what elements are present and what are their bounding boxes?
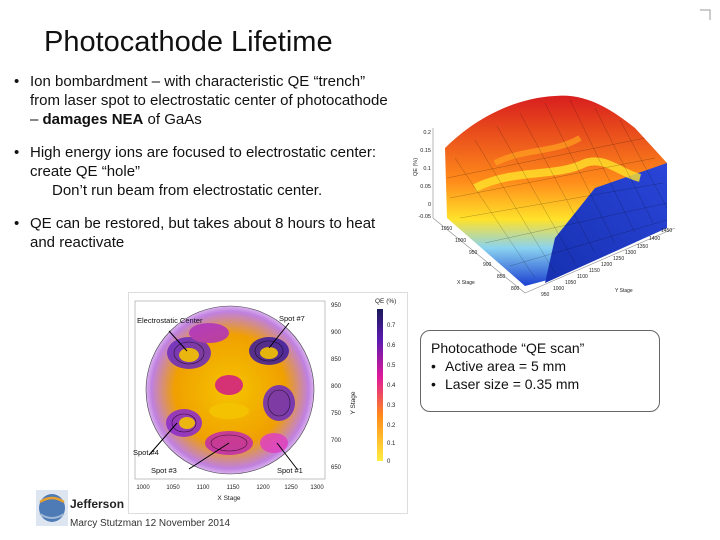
z-tick: 0.15	[420, 148, 431, 154]
map-label-spot7: Spot #7	[279, 314, 305, 323]
qe-scan-callout: Photocathode “QE scan” • Active area = 5 …	[420, 330, 660, 412]
z-tick: 0	[428, 202, 431, 208]
colorbar	[377, 309, 383, 461]
map-x-tick: 1300	[310, 485, 324, 491]
corner-arrow-icon	[700, 9, 711, 20]
z-axis-label: QE (%)	[413, 158, 419, 176]
map-x-tick: 1050	[166, 485, 180, 491]
jlab-logo-icon	[36, 490, 68, 526]
cb-tick: 0.2	[387, 423, 396, 429]
bullet-dot-icon: •	[14, 215, 20, 232]
colorbar-title: QE (%)	[375, 298, 396, 305]
y-tick: 1050	[565, 280, 576, 286]
map-x-tick: 1250	[284, 485, 298, 491]
cb-tick: 0.3	[387, 403, 396, 409]
bullet-list: • Ion bombardment – with characteristic …	[14, 72, 394, 266]
qe-surface-plot: 0.2 0.15 0.1 0.05 0 -0.05 QE (%) 1050 10…	[405, 68, 685, 300]
y-tick: 1200	[601, 262, 612, 268]
map-y-tick: 750	[331, 411, 342, 417]
map-label-spot1: Spot #1	[277, 466, 303, 475]
callout-item: • Active area = 5 mm	[431, 357, 649, 375]
x-tick: 1050	[441, 226, 452, 232]
bullet-dot-icon: •	[14, 73, 20, 90]
slide-title: Photocathode Lifetime	[44, 26, 333, 58]
bullet-item-2: • High energy ions are focused to electr…	[14, 143, 394, 200]
bullet-bold-text: damages NEA	[42, 111, 144, 128]
bullet-item-3: • QE can be restored, but takes about 8 …	[14, 214, 394, 252]
map-label-spot3: Spot #3	[151, 466, 177, 475]
callout-item-text: Active area = 5 mm	[445, 358, 566, 374]
z-tick: 0.1	[423, 166, 431, 172]
map-y-tick: 800	[331, 384, 342, 390]
x-tick: 900	[483, 262, 492, 268]
x-axis-label: X Stage	[457, 280, 475, 286]
y-tick: 1450	[661, 228, 672, 234]
y-tick: 950	[541, 292, 550, 298]
callout-item: • Laser size = 0.35 mm	[431, 375, 649, 393]
qe-contour-map: Electrostatic Center Spot #7 Spot #4 Spo…	[128, 292, 408, 514]
z-tick: 0.05	[420, 184, 431, 190]
bullet-dot-icon: •	[431, 358, 436, 374]
bullet-dot-icon: •	[14, 144, 20, 161]
bullet-item-1: • Ion bombardment – with characteristic …	[14, 72, 394, 129]
bullet-text: High energy ions are focused to electros…	[30, 144, 377, 180]
z-tick: 0.2	[423, 130, 431, 136]
y-axis-label: Y Stage	[615, 288, 633, 294]
footer-text: Marcy Stutzman 12 November 2014	[70, 518, 231, 529]
cb-tick: 0.1	[387, 441, 396, 447]
y-tick: 1400	[649, 236, 660, 242]
map-x-tick: 1150	[227, 485, 241, 491]
map-y-tick: 650	[331, 465, 342, 471]
map-x-tick: 1000	[136, 485, 150, 491]
map-x-tick: 1200	[256, 485, 270, 491]
z-tick: -0.05	[418, 214, 431, 220]
y-tick: 1000	[553, 286, 564, 292]
x-tick: 950	[469, 250, 478, 256]
map-y-tick: 900	[331, 330, 342, 336]
y-tick: 1250	[613, 256, 624, 262]
cb-tick: 0.5	[387, 363, 396, 369]
map-y-tick: 850	[331, 357, 342, 363]
map-x-label: X Stage	[217, 495, 241, 502]
cb-tick: 0.4	[387, 383, 396, 389]
x-tick: 850	[497, 274, 506, 280]
y-tick: 1100	[577, 274, 588, 280]
y-tick: 1350	[637, 244, 648, 250]
x-tick: 800	[511, 286, 520, 292]
cb-tick: 0.6	[387, 343, 396, 349]
map-y-tick: 950	[331, 303, 342, 309]
bullet-subtext: Don’t run beam from electrostatic center…	[52, 182, 323, 199]
bullet-text: QE can be restored, but takes about 8 ho…	[30, 215, 376, 251]
cb-tick: 0.7	[387, 323, 396, 329]
map-y-tick: 700	[331, 438, 342, 444]
x-tick: 1000	[455, 238, 466, 244]
y-tick: 1300	[625, 250, 636, 256]
footer-brand: Jefferson	[70, 497, 125, 511]
bullet-text: Ion bombardment – with characteristic QE…	[30, 73, 388, 128]
y-tick: 1150	[589, 268, 600, 274]
cb-tick: 0	[387, 459, 391, 465]
map-label-electrostatic: Electrostatic Center	[137, 316, 203, 325]
callout-heading: Photocathode “QE scan”	[431, 340, 585, 356]
map-y-label: Y Stage	[350, 391, 357, 414]
map-label-spot4: Spot #4	[133, 448, 159, 457]
bullet-text-end: of GaAs	[143, 111, 202, 128]
bullet-dot-icon: •	[431, 376, 436, 392]
callout-item-text: Laser size = 0.35 mm	[445, 376, 580, 392]
map-x-tick: 1100	[197, 485, 211, 491]
